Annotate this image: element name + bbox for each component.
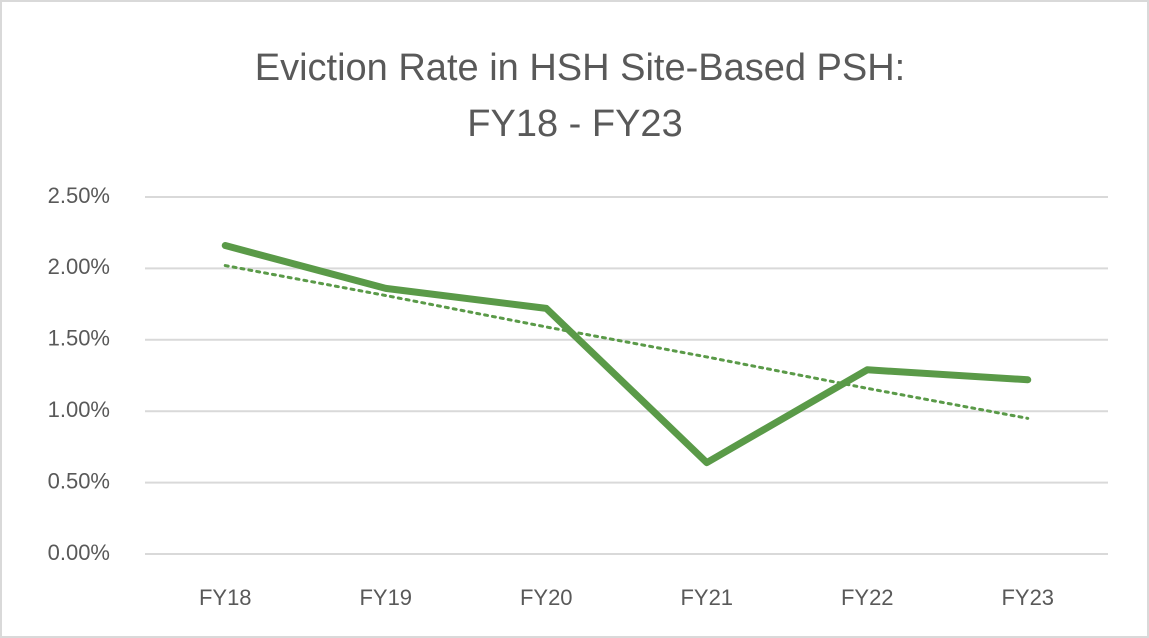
data-line xyxy=(221,242,1032,467)
chart-title: FY18 - FY23 xyxy=(467,103,682,145)
x-tick-label: FY21 xyxy=(680,585,733,610)
y-tick-label: 2.00% xyxy=(48,254,110,279)
y-tick-label: 0.50% xyxy=(48,468,110,493)
x-tick-label: FY20 xyxy=(520,585,573,610)
x-tick-label: FY18 xyxy=(199,585,252,610)
y-tick-label: 0.00% xyxy=(48,540,110,565)
y-tick-label: 2.50% xyxy=(48,183,110,208)
chart-title: Eviction Rate in HSH Site-Based PSH: xyxy=(255,47,906,89)
y-tick-label: 1.00% xyxy=(48,397,110,422)
trendline xyxy=(223,264,1030,420)
y-tick-label: 1.50% xyxy=(48,326,110,351)
x-tick-label: FY23 xyxy=(1001,585,1054,610)
x-tick-label: FY19 xyxy=(359,585,412,610)
x-tick-label: FY22 xyxy=(841,585,894,610)
